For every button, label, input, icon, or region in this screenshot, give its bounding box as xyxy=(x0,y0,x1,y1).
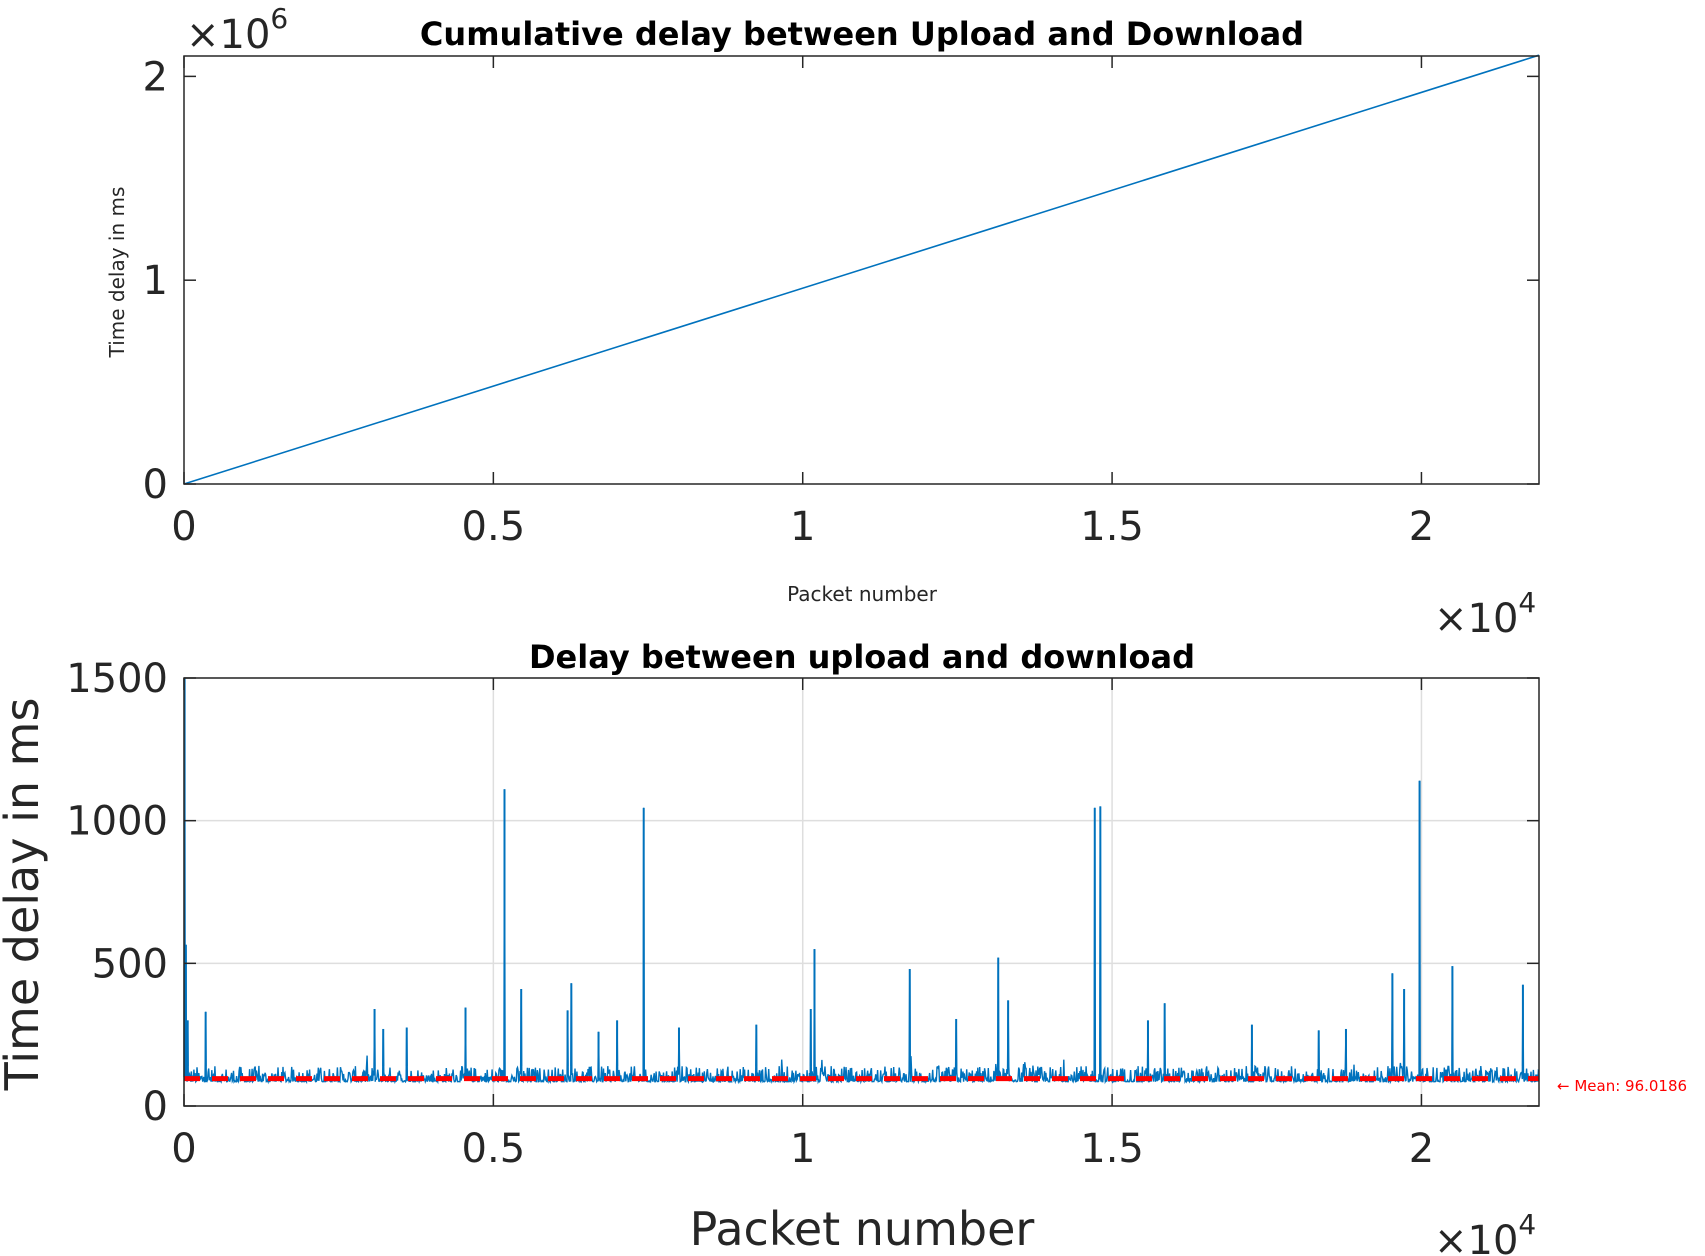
chart1-ticks: 0 0.5 1 1.5 2 0 1 2 xyxy=(143,54,1539,550)
cumulative-delay-chart: 0 0.5 1 1.5 2 0 1 2 Cumulative delay between Up… xyxy=(105,2,1540,642)
chart1-xlabel: Packet number xyxy=(787,582,938,606)
cumulative-delay-line xyxy=(183,54,1540,485)
x-tick-label: 2 xyxy=(1409,1126,1434,1172)
delay-chart: 0 0.5 1 1.5 2 0 500 1000 1500 Delay between uplo… xyxy=(0,638,1687,1256)
chart2-axes-frame xyxy=(183,677,1540,1107)
chart1-title: Cumulative delay between Upload and Down… xyxy=(420,15,1304,53)
x-tick-label: 0.5 xyxy=(462,1126,526,1172)
y-tick-label: 500 xyxy=(92,941,168,987)
x-tick-label: 0 xyxy=(171,1126,196,1172)
chart1-series xyxy=(183,54,1540,485)
chart1-axes-frame xyxy=(183,55,1540,485)
y-tick-label: 1500 xyxy=(66,656,168,702)
y-tick-label: 2 xyxy=(143,54,168,100)
chart2-xlabel: Packet number xyxy=(690,1202,1035,1256)
mean-label: ← Mean: 96.0186 xyxy=(1557,1077,1687,1095)
x-tick-label: 1.5 xyxy=(1080,504,1144,550)
x-tick-label: 0 xyxy=(171,504,196,550)
chart2-x-exponent: ×104 xyxy=(1434,1208,1536,1256)
x-tick-label: 0.5 xyxy=(462,504,526,550)
y-tick-label: 1 xyxy=(143,258,168,304)
chart1-x-exponent: ×104 xyxy=(1434,586,1536,642)
x-tick-label: 2 xyxy=(1409,504,1434,550)
y-tick-label: 0 xyxy=(143,1084,168,1130)
y-tick-label: 1000 xyxy=(66,799,168,845)
chart2-ylabel: Time delay in ms xyxy=(0,698,49,1092)
chart2-ticks: 0 0.5 1 1.5 2 0 500 1000 1500 xyxy=(66,656,1539,1172)
chart1-ylabel: Time delay in ms xyxy=(105,187,129,359)
y-tick-label: 0 xyxy=(143,462,168,508)
chart1-y-exponent: ×106 xyxy=(186,2,288,58)
chart2-title: Delay between upload and download xyxy=(529,638,1195,676)
x-tick-label: 1 xyxy=(790,504,815,550)
x-tick-label: 1 xyxy=(790,1126,815,1172)
x-tick-label: 1.5 xyxy=(1080,1126,1144,1172)
